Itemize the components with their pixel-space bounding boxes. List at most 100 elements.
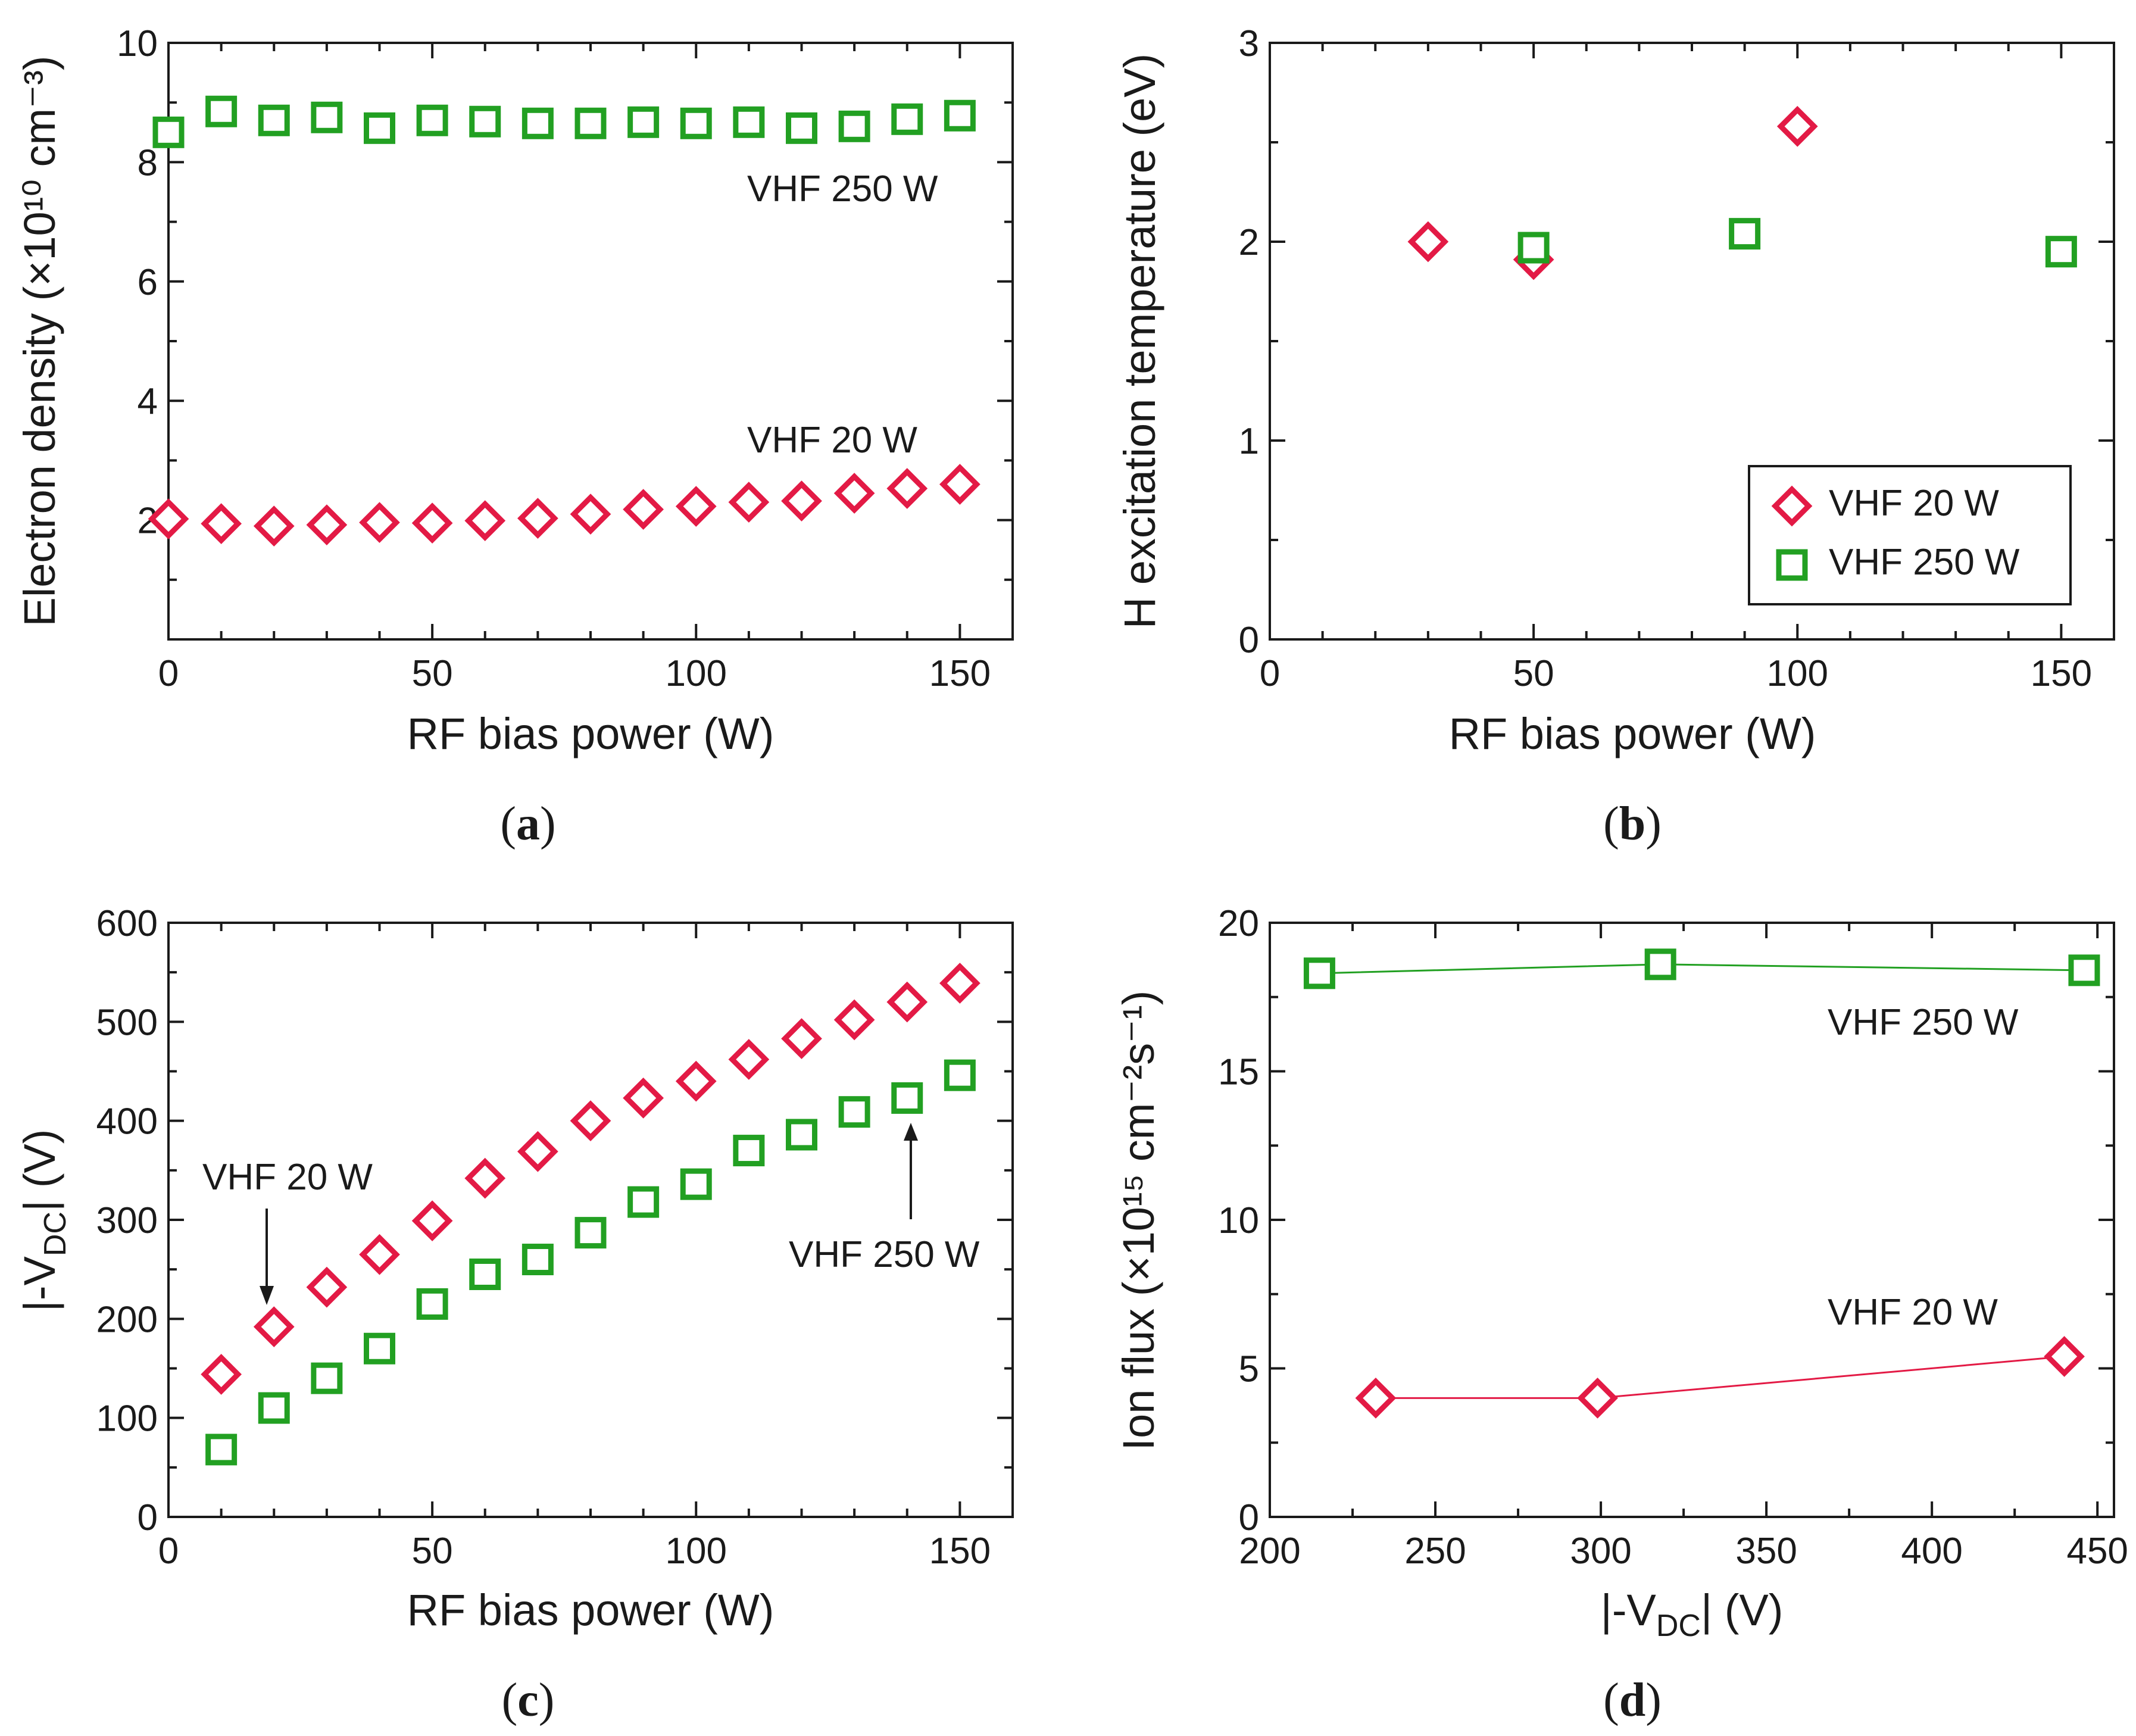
panel-c-y-tick-labels: 0 100 200 300 400 500 600 [96,903,158,1538]
data-point-vhf-20-w [1407,221,1449,263]
data-point-vhf-250-w [2068,954,2100,986]
data-point-vhf-250-w [891,1082,923,1114]
arrow-head-vhf-20 [260,1286,274,1305]
data-point-vhf-250-w [838,1096,870,1128]
data-point-vhf-250-w [680,1168,712,1200]
x-tick-label: 200 [1239,1531,1300,1572]
data-point-vhf-250-w [891,103,923,135]
y-tick-label: 10 [1218,1200,1259,1241]
y-tick-label: 200 [96,1299,158,1340]
panel-c: 0 50 100 150 0 100 200 300 400 500 600 V… [15,903,1014,1726]
x-tick-label: 150 [2031,653,2092,694]
data-point-vhf-20-w [464,500,506,541]
panel-c-data-marks [201,963,980,1466]
data-point-vhf-250-w [364,112,395,144]
data-point-vhf-20-w [411,502,453,544]
y-tick-label: 300 [96,1200,158,1241]
data-point-vhf-20-w [675,486,717,527]
data-point-vhf-250-w [574,107,607,139]
y-tick-label: 15 [1218,1052,1259,1093]
y-axis-title: |-VDC| (V) [15,1129,73,1312]
data-point-vhf-20-w [886,468,928,509]
y-tick-label: 1 [1239,421,1259,462]
legend: VHF 20 W VHF 250 W [1748,465,2072,605]
series-line-vhf-20-w [1375,1356,2065,1399]
panel-a-x-tick-labels: 0 50 100 150 [158,653,991,694]
panel-d: 200 250 300 350 400 450 0 5 10 15 20 VHF… [1114,903,2128,1726]
data-point-vhf-250-w [944,99,976,132]
legend-label-vhf-250: VHF 250 W [1829,542,2020,583]
x-tick-label: 400 [1901,1531,1962,1572]
y-tick-label: 3 [1239,23,1259,64]
x-tick-label: 0 [158,653,179,694]
x-tick-label: 0 [1260,653,1280,694]
series-label-vhf-20: VHF 20 W [1828,1292,1998,1333]
data-point-vhf-20-w [833,473,875,514]
legend-marker-vhf-250 [1776,549,1808,581]
panel-b-x-tick-labels: 0 50 100 150 [1260,653,2092,694]
y-tick-label: 400 [96,1101,158,1142]
series-label-vhf-250: VHF 250 W [789,1234,980,1275]
data-point-vhf-20-w [781,480,822,522]
data-point-vhf-20-w [359,1234,400,1275]
y-axis-title: Ion flux (×10¹⁵ cm⁻²s⁻¹) [1114,991,1163,1451]
panel-label: (a) [500,798,555,850]
data-point-vhf-20-w [306,504,348,545]
x-tick-label: 0 [158,1531,179,1572]
y-tick-label: 100 [96,1398,158,1440]
y-tick-label: 600 [96,903,158,944]
data-point-vhf-250-w [416,104,448,136]
panel-b: 0 50 100 150 0 1 2 3 VHF 20 W VHF 250 W … [1115,23,2115,850]
y-tick-label: 20 [1218,903,1259,944]
x-tick-label: 50 [412,1531,453,1572]
data-point-vhf-250-w [786,112,817,144]
data-point-vhf-20-w [728,1039,770,1080]
y-tick-label: 5 [1239,1349,1259,1390]
data-point-vhf-20-w [1776,105,1818,147]
data-point-vhf-20-w [517,498,558,539]
data-point-vhf-250-w [258,1392,290,1424]
series-label-vhf-250: VHF 250 W [1828,1002,2019,1043]
panel-label: (d) [1603,1674,1662,1726]
panel-d-ticks [1269,922,2114,1518]
panel-b-y-tick-labels: 0 1 2 3 [1239,23,1259,661]
legend-marker-vhf-20 [1771,485,1813,527]
panel-d-y-tick-labels: 0 5 10 15 20 [1218,903,1259,1538]
data-point-vhf-20-w [570,494,611,535]
x-tick-label: 350 [1735,1531,1797,1572]
data-point-vhf-250-w [205,1434,238,1466]
x-tick-label: 100 [666,1531,727,1572]
data-point-vhf-20-w [201,1354,242,1395]
x-axis-title: RF bias power (W) [407,1585,775,1635]
panel-b-ticks [1269,42,2115,641]
data-point-vhf-250-w [1729,218,1761,250]
data-point-vhf-250-w [574,1217,607,1249]
data-point-vhf-20-w [570,1100,611,1142]
x-axis-title: |-VDC| (V) [1601,1585,1784,1643]
y-axis-title: H excitation temperature (eV) [1115,54,1164,629]
data-point-vhf-250-w [469,1258,501,1290]
x-tick-label: 300 [1570,1531,1631,1572]
panel-a: 0 50 100 150 2 4 6 8 10 VHF 250 W VHF 20… [15,23,1014,850]
x-tick-label: 50 [1513,653,1554,694]
data-point-vhf-250-w [733,106,765,138]
x-tick-label: 100 [666,653,727,694]
y-tick-label: 6 [138,262,158,303]
y-tick-label: 4 [138,381,158,422]
y-tick-label: 0 [138,1497,158,1538]
data-point-vhf-20-w [201,503,242,544]
data-point-vhf-250-w [311,101,343,133]
data-point-vhf-250-w [152,116,185,148]
x-tick-label: 100 [1767,653,1828,694]
panel-b-data-marks [1407,105,2077,280]
data-point-vhf-20-w [728,482,770,523]
data-point-vhf-20-w [253,1306,295,1348]
x-tick-label: 450 [2066,1531,2128,1572]
data-point-vhf-20-w [517,1131,558,1172]
data-point-vhf-20-w [253,505,295,547]
data-point-vhf-250-w [416,1288,448,1320]
panel-a-y-tick-labels: 2 4 6 8 10 [117,23,158,542]
legend-label-vhf-20: VHF 20 W [1829,483,1999,524]
data-point-vhf-250-w [733,1135,765,1167]
